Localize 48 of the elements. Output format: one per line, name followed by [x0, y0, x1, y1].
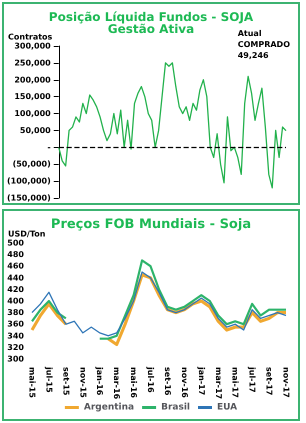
line-series: [31, 271, 287, 336]
legend-label: EUA: [216, 402, 238, 412]
y-tick-label: 360: [7, 320, 24, 329]
y-tick-label: 500: [7, 238, 24, 248]
y-tick-label: 250,000: [14, 58, 52, 68]
y-tick-label: (50,000): [12, 160, 51, 169]
y-tick-label: (100,000): [7, 176, 51, 186]
chart-title: Posição Líquida Fundos - SOJA: [48, 10, 254, 24]
y-tick-label: 320: [7, 342, 24, 352]
y-tick-label: 300,000: [14, 42, 52, 50]
line-series: [58, 62, 287, 189]
annotation: Atual COMPRADO 49,246: [238, 29, 290, 60]
x-tick-label: jul-15: [44, 366, 54, 394]
x-tick-label: mar-16: [112, 367, 122, 400]
legend-label: Brasil: [161, 402, 190, 412]
y-tick-label: 50,000: [20, 126, 52, 135]
y-tick-label: 100,000: [14, 109, 52, 118]
y-tick-label: 440: [7, 273, 24, 282]
y-tick-label: 150,000: [14, 92, 52, 102]
chart-title: Preços FOB Mundiais - Soja: [50, 217, 252, 232]
y-tick-label: 300: [7, 354, 24, 364]
legend-label: Argentina: [84, 402, 134, 412]
x-tick-label: jan-17: [196, 366, 206, 396]
y-tick-label: 480: [7, 250, 24, 260]
y-tick-label: 200,000: [14, 75, 52, 84]
x-tick-label: nov-17: [282, 367, 290, 398]
x-tick-label: nov-15: [78, 367, 88, 398]
x-tick-label: jul-17: [248, 366, 257, 393]
y-tick-label: -: [47, 142, 51, 152]
y-tick-label: 420: [7, 284, 24, 294]
x-tick-label: jan-16: [95, 366, 104, 396]
x-tick-label: set-16: [162, 367, 172, 396]
x-tick-label: mar-17: [214, 367, 223, 400]
y-tick-label: 400: [7, 296, 24, 306]
y-tick-label: 380: [7, 308, 24, 318]
y-tick-label: 340: [7, 331, 24, 340]
x-tick-label: jul-16: [146, 366, 156, 394]
y-axis-title: Contratos: [8, 32, 53, 42]
x-tick-label: nov-16: [180, 367, 189, 398]
y-tick-label: (150,000): [7, 194, 51, 202]
x-tick-label: set-17: [264, 367, 274, 396]
x-tick-label: mai-17: [230, 367, 240, 398]
chart-subtitle: Gestão Ativa: [108, 22, 194, 36]
y-tick-label: 460: [7, 262, 24, 271]
x-tick-label: set-15: [61, 367, 70, 396]
x-tick-label: mai-15: [28, 367, 36, 398]
y-axis-title: USD/Ton: [8, 230, 46, 238]
x-tick-label: mai-16: [129, 367, 138, 398]
